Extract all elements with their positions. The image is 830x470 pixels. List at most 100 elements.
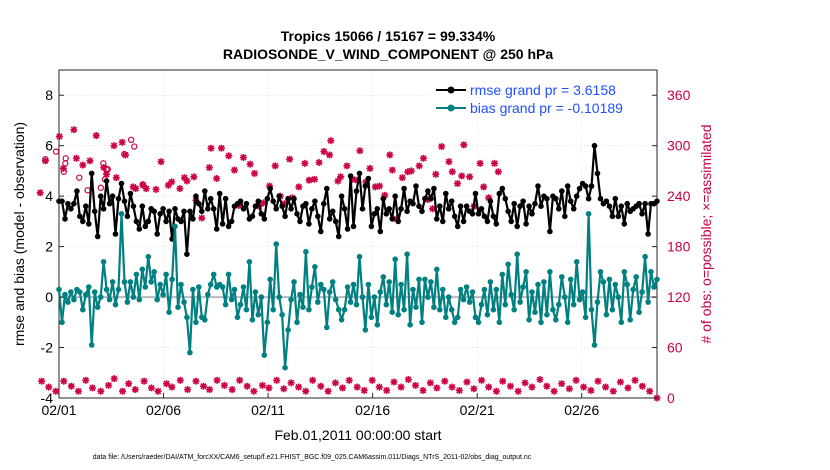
bias-point-185 [606,276,613,283]
obs-assimilated-bottom-mark-74 [572,376,580,384]
bias-point-0 [56,286,62,293]
rmse-point-33 [154,231,160,237]
obs-assimilated-bottom-mark-45 [360,386,368,394]
rmse-point-87 [315,213,321,220]
obs-possible-mark-44 [97,184,105,191]
rmse-point-94 [335,233,342,240]
x-axis-ticks: 02/01 02/06 02/11 02/16 02/21 02/26 [41,393,599,418]
obs-assimilated-bottom-mark-55 [433,384,441,392]
bias-point-153 [511,306,517,313]
bias-point-114 [395,311,402,318]
bias-point-115 [398,281,404,288]
obs-assimilated-bottom-mark-28 [236,376,244,384]
rmse-point-157 [523,221,529,227]
rmse-point-98 [347,173,354,179]
obs-assimilated-bottom-mark-29 [243,382,251,390]
rmse-point-24 [127,190,134,197]
bias-point-170 [562,294,568,300]
rmse-point-148 [496,190,503,197]
rmse-point-18 [109,193,116,199]
bias-point-146 [490,306,497,313]
obs-assimilated-mark-48 [295,183,303,191]
rmse-point-92 [329,208,336,215]
legend-bias-label: bias grand pr = -0.10189 [470,100,623,116]
obs-assimilated-bottom-mark-69 [536,375,544,383]
obs-assimilated-bottom-mark-53 [419,386,427,394]
rmse-point-89 [321,200,327,207]
bias-point-29 [142,284,149,290]
bias-point-44 [187,349,193,356]
rmse-point-126 [431,185,437,192]
obs-assimilated-bottom-mark-84 [646,387,654,395]
bias-point-125 [428,279,434,285]
bias-point-105 [368,314,375,321]
rmse-point-32 [151,208,157,215]
rmse-point-63 [243,200,250,207]
bias-point-78 [288,296,294,303]
obs-assimilated-mark-87 [480,183,488,191]
rmse-point-141 [475,211,482,217]
rmse-point-34 [157,211,163,217]
bias-point-192 [627,317,633,323]
rmse-point-68 [258,211,265,217]
legend-box [430,74,650,120]
rmse-point-189 [618,203,625,209]
obs-assimilated-mark-24 [176,185,184,193]
rmse-point-110 [383,211,390,217]
rmse-point-191 [624,200,630,207]
obs-assimilated-bottom-mark-47 [375,383,383,391]
rmse-point-139 [469,211,476,217]
bias-point-18 [109,279,116,285]
rmse-point-80 [294,211,300,217]
bias-point-108 [377,289,384,295]
rmse-point-20 [115,195,122,202]
obs-possible-mark-29 [76,174,83,181]
rmse-point-115 [398,206,404,212]
obs-assimilated-bottom-mark-7 [82,376,90,384]
rmse-point-158 [526,203,532,209]
obs-assimilated-bottom-mark-44 [353,383,361,391]
rmse-point-21 [118,180,125,187]
chart-title-line2: RADIOSONDE_V_WIND_COMPONENT @ 250 hPa [223,46,553,62]
bias-point-195 [636,309,642,316]
bias-point-89 [321,286,327,293]
bias-point-68 [258,294,265,300]
rmse-point-69 [261,216,268,222]
bias-point-121 [416,276,422,283]
bias-point-59 [231,286,238,293]
bias-point-147 [493,286,500,293]
bias-point-99 [350,281,357,288]
obs-possible-mark-77 [60,168,68,175]
rmse-point-12 [91,208,98,215]
bias-point-124 [425,294,431,300]
bias-point-148 [496,319,503,326]
bias-point-181 [594,299,601,305]
obs-assimilated-mark-21 [157,158,165,166]
bias-point-10 [86,284,92,290]
bias-point-25 [130,294,137,300]
rmse-point-170 [562,213,568,220]
bias-point-72 [270,306,277,313]
rmse-point-190 [621,221,628,227]
obs-assimilated-bottom-mark-75 [580,383,588,391]
rmse-point-17 [106,200,113,207]
bias-point-35 [160,291,166,298]
bias-point-117 [404,251,410,257]
rmse-point-49 [202,188,208,194]
right-tick-label-2: 120 [667,289,691,305]
legend: rmse grand pr = 3.6158 bias grand pr = -… [430,74,650,120]
obs-assimilated-bottom-mark-80 [616,378,624,386]
bias-point-52 [210,271,217,278]
left-axis-ticks: -4 -2 0 2 4 6 8 [41,87,64,406]
obs-assimilated-bottom-mark-63 [492,387,500,395]
rmse-point-187 [612,195,619,202]
rmse-point-76 [282,213,288,220]
rmse-point-171 [564,183,571,189]
rmse-point-185 [606,203,613,209]
obs-possible-mark-15 [139,181,146,188]
obs-assimilated-mark-22 [164,181,172,189]
bias-point-138 [466,299,473,305]
bias-point-101 [356,253,363,260]
obs-assimilated-mark-20 [152,185,160,193]
obs-assimilated-mark-50 [305,176,313,184]
